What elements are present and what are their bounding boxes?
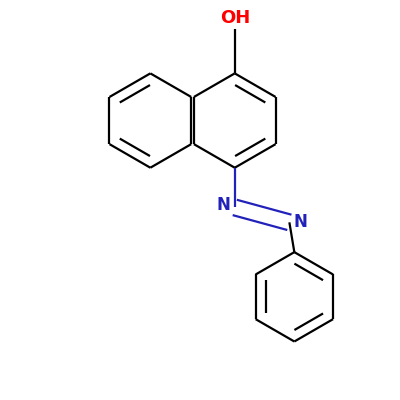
Text: N: N xyxy=(217,196,231,214)
Text: OH: OH xyxy=(220,9,250,27)
Text: N: N xyxy=(293,213,307,231)
